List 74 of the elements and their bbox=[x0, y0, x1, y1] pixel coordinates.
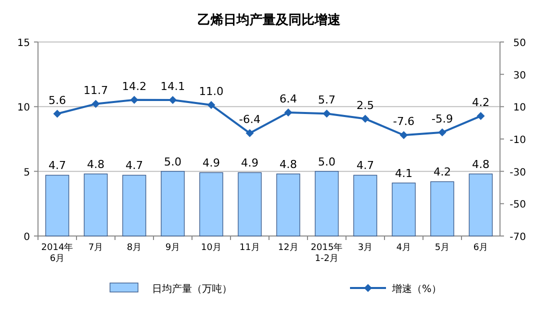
data-label: 6.4 bbox=[280, 92, 297, 106]
data-label: 14.2 bbox=[122, 80, 146, 93]
data-label: 2.5 bbox=[356, 98, 374, 112]
x-tick-label: 11月 bbox=[240, 243, 260, 253]
point bbox=[92, 100, 100, 108]
x-tick-label: 2014年 6月 bbox=[41, 242, 74, 264]
point bbox=[400, 131, 408, 140]
point bbox=[284, 108, 292, 116]
x-tick-label: 3月 bbox=[358, 243, 373, 253]
x-tick-label: 6月 bbox=[473, 243, 488, 253]
y-tick-label: 10 bbox=[17, 102, 30, 114]
data-label: 4.8 bbox=[472, 158, 490, 171]
y2-tick-label: 50 bbox=[513, 38, 526, 49]
bar bbox=[122, 174, 146, 236]
x-tick-label: 8月 bbox=[126, 243, 142, 253]
data-label: 4.9 bbox=[202, 156, 220, 170]
x-tick-label: 9月 bbox=[165, 243, 180, 253]
data-label: 4.2 bbox=[472, 96, 490, 110]
legend-label: 日均产量（万吨） bbox=[152, 283, 232, 295]
bar bbox=[314, 170, 339, 236]
x-tick-label: 4月 bbox=[396, 243, 412, 253]
data-label: 4.8 bbox=[280, 158, 297, 171]
y2-tick-label: -10 bbox=[510, 135, 526, 146]
bar bbox=[353, 174, 378, 236]
data-label: -6.4 bbox=[239, 113, 260, 126]
data-label: -5.9 bbox=[432, 112, 453, 126]
data-label: 4.7 bbox=[126, 159, 143, 172]
y2-tick-label: -30 bbox=[510, 167, 526, 178]
bar bbox=[45, 174, 70, 236]
y2-tick-label: -70 bbox=[510, 232, 526, 243]
data-label: 5.0 bbox=[318, 155, 336, 168]
point bbox=[361, 114, 370, 123]
x-tick-label: 2015年 1-2月 bbox=[310, 242, 343, 264]
y-tick-label: 0 bbox=[24, 232, 30, 243]
data-label: 5.6 bbox=[48, 94, 66, 107]
bar bbox=[238, 172, 262, 236]
y-tick-label: 15 bbox=[17, 38, 30, 49]
y2-tick-label: -50 bbox=[510, 200, 526, 211]
point bbox=[53, 110, 62, 118]
x-tick-label: 7月 bbox=[88, 243, 104, 253]
data-label: 14.1 bbox=[160, 80, 185, 94]
data-label: 11.0 bbox=[199, 85, 224, 98]
bar bbox=[160, 170, 185, 236]
data-label: -7.6 bbox=[393, 115, 414, 128]
point bbox=[438, 128, 446, 136]
point bbox=[246, 129, 254, 138]
data-label: 5.0 bbox=[164, 155, 182, 168]
point bbox=[130, 96, 138, 104]
y2-tick-label: 10 bbox=[513, 102, 526, 114]
bar bbox=[199, 172, 224, 236]
point bbox=[168, 96, 177, 104]
point bbox=[322, 110, 331, 118]
bar bbox=[468, 174, 493, 236]
data-label: 11.7 bbox=[84, 84, 108, 97]
x-tick-label: 12月 bbox=[278, 243, 298, 253]
data-label: 5.7 bbox=[318, 94, 336, 107]
chart-title: 乙烯日均产量及同比增速 bbox=[198, 12, 342, 28]
bar bbox=[430, 181, 454, 236]
y-tick-label: 5 bbox=[24, 167, 30, 178]
legend-label: 增速（%） bbox=[391, 283, 442, 295]
bar bbox=[392, 182, 416, 236]
data-label: 4.7 bbox=[48, 159, 66, 172]
bar bbox=[84, 174, 108, 236]
data-label: 4.9 bbox=[241, 156, 258, 170]
x-tick-label: 10月 bbox=[201, 243, 222, 253]
data-label: 4.7 bbox=[356, 159, 374, 172]
point bbox=[476, 112, 485, 120]
data-label: 4.2 bbox=[434, 166, 451, 179]
y2-tick-label: 30 bbox=[513, 70, 526, 82]
x-tick-label: 5月 bbox=[434, 243, 450, 253]
point bbox=[207, 101, 216, 110]
data-label: 4.1 bbox=[395, 166, 412, 180]
bar bbox=[276, 174, 300, 236]
data-label: 4.8 bbox=[87, 158, 104, 171]
